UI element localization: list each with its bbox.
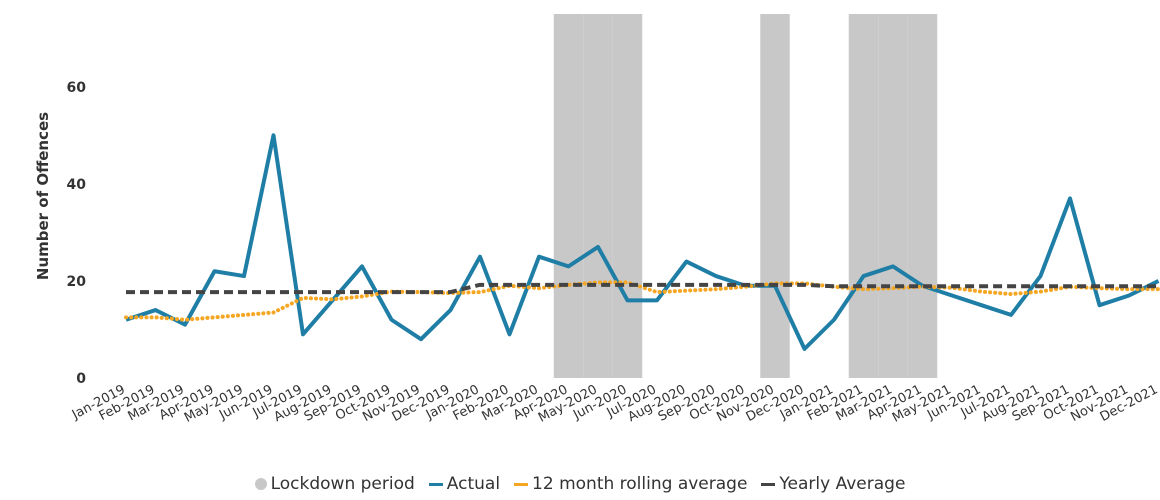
legend: Lockdown period Actual 12 month rolling av…	[0, 474, 1160, 494]
legend-label: Lockdown period	[270, 474, 415, 494]
lockdown-bar	[583, 14, 613, 378]
legend-label: Yearly Average	[779, 474, 906, 494]
legend-item[interactable]: Actual	[428, 474, 501, 494]
chart: Number of Offences 0204060Jan-2019Feb-20…	[34, 14, 1160, 426]
legend-label: Actual	[446, 474, 501, 494]
legend-swatch	[254, 478, 267, 490]
lockdown-bar	[760, 14, 790, 378]
legend-item[interactable]: Lockdown period	[254, 474, 415, 494]
series-line	[126, 282, 1159, 295]
legend-item[interactable]: 12 month rolling average	[514, 474, 747, 494]
legend-swatch	[428, 482, 443, 486]
y-tick-label: 20	[67, 274, 87, 290]
legend-label: 12 month rolling average	[532, 474, 748, 494]
legend-swatch	[514, 482, 529, 486]
y-tick-label: 0	[76, 371, 86, 387]
lockdown-bar	[907, 14, 938, 378]
y-tick-label: 60	[67, 80, 87, 96]
y-tick-label: 40	[67, 177, 87, 193]
legend-swatch	[761, 482, 776, 486]
lockdown-bar	[848, 14, 879, 378]
lockdown-bar	[553, 14, 584, 378]
y-axis-label: Number of Offences	[34, 112, 52, 280]
legend-item[interactable]: Yearly Average	[761, 474, 905, 494]
series-line	[124, 280, 1160, 322]
lockdown-bar	[878, 14, 908, 378]
lockdown-bar	[612, 14, 643, 378]
